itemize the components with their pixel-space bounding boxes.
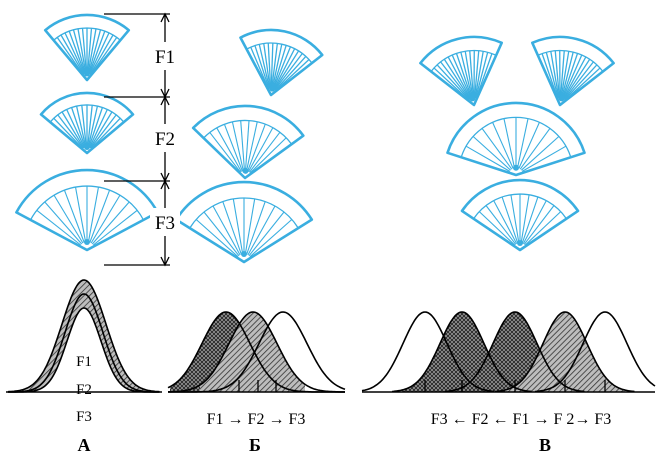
panel-a-curve-label-f1: F1 [76, 354, 92, 370]
panel-b-letter: Б [249, 435, 261, 455]
f1-generation-label: F1 [155, 47, 175, 68]
panel-a-curve-f3 [8, 307, 160, 393]
fan-c-gen3 [460, 178, 580, 252]
fan-b-gen2 [191, 104, 305, 180]
panel-a-curve-f1 [7, 279, 160, 393]
panel-c-curve-f2-right [494, 311, 635, 393]
f3-generation-label: F3 [155, 213, 175, 234]
fan-b-gen1 [239, 28, 324, 97]
fan-a-gen1 [43, 13, 131, 82]
panel-c-letter: В [539, 435, 551, 455]
panel-c-curve-f3-right [534, 311, 656, 393]
panel-c-curve-f1 [444, 311, 585, 393]
fan-diagrams [15, 13, 615, 264]
panel-a-letter: А [78, 435, 91, 455]
panel-a-curve-label-f3: F3 [76, 409, 92, 425]
panel-a-curve-f2 [8, 293, 160, 393]
fan-a-gen2 [39, 91, 135, 155]
fan-c-gen2 [446, 101, 586, 177]
panel-b-shaded-f2 [200, 312, 305, 392]
distribution-curves [6, 279, 656, 393]
f2-label-bg [150, 124, 180, 152]
fan-c-gen1-left [419, 35, 503, 107]
panel-b-distributions [167, 311, 346, 393]
panel-c-curve-f3-left [361, 311, 495, 393]
panel-a-distributions [6, 279, 162, 393]
panel-c-caption: F3 ← F2 ← F1 → F 2→ F3 [431, 411, 612, 428]
panel-a-inner-area [34, 308, 134, 392]
f2-generation-label: F2 [155, 129, 175, 150]
fan-b-gen3 [174, 180, 314, 264]
fan-a-gen3 [15, 168, 159, 252]
f1-label-bg [150, 42, 180, 70]
panel-b-curve-f2 [168, 311, 345, 393]
f3-label-bg [150, 208, 180, 236]
panel-c-shaded-3 [505, 312, 625, 392]
panel-c-distributions [361, 311, 656, 393]
panel-c-curve-f2-left [391, 311, 532, 393]
fan-c-gen1-right [531, 35, 615, 107]
panel-a-curve-label-f2: F2 [76, 382, 92, 398]
panel-b-caption: F1 → F2 → F3 [207, 411, 306, 428]
